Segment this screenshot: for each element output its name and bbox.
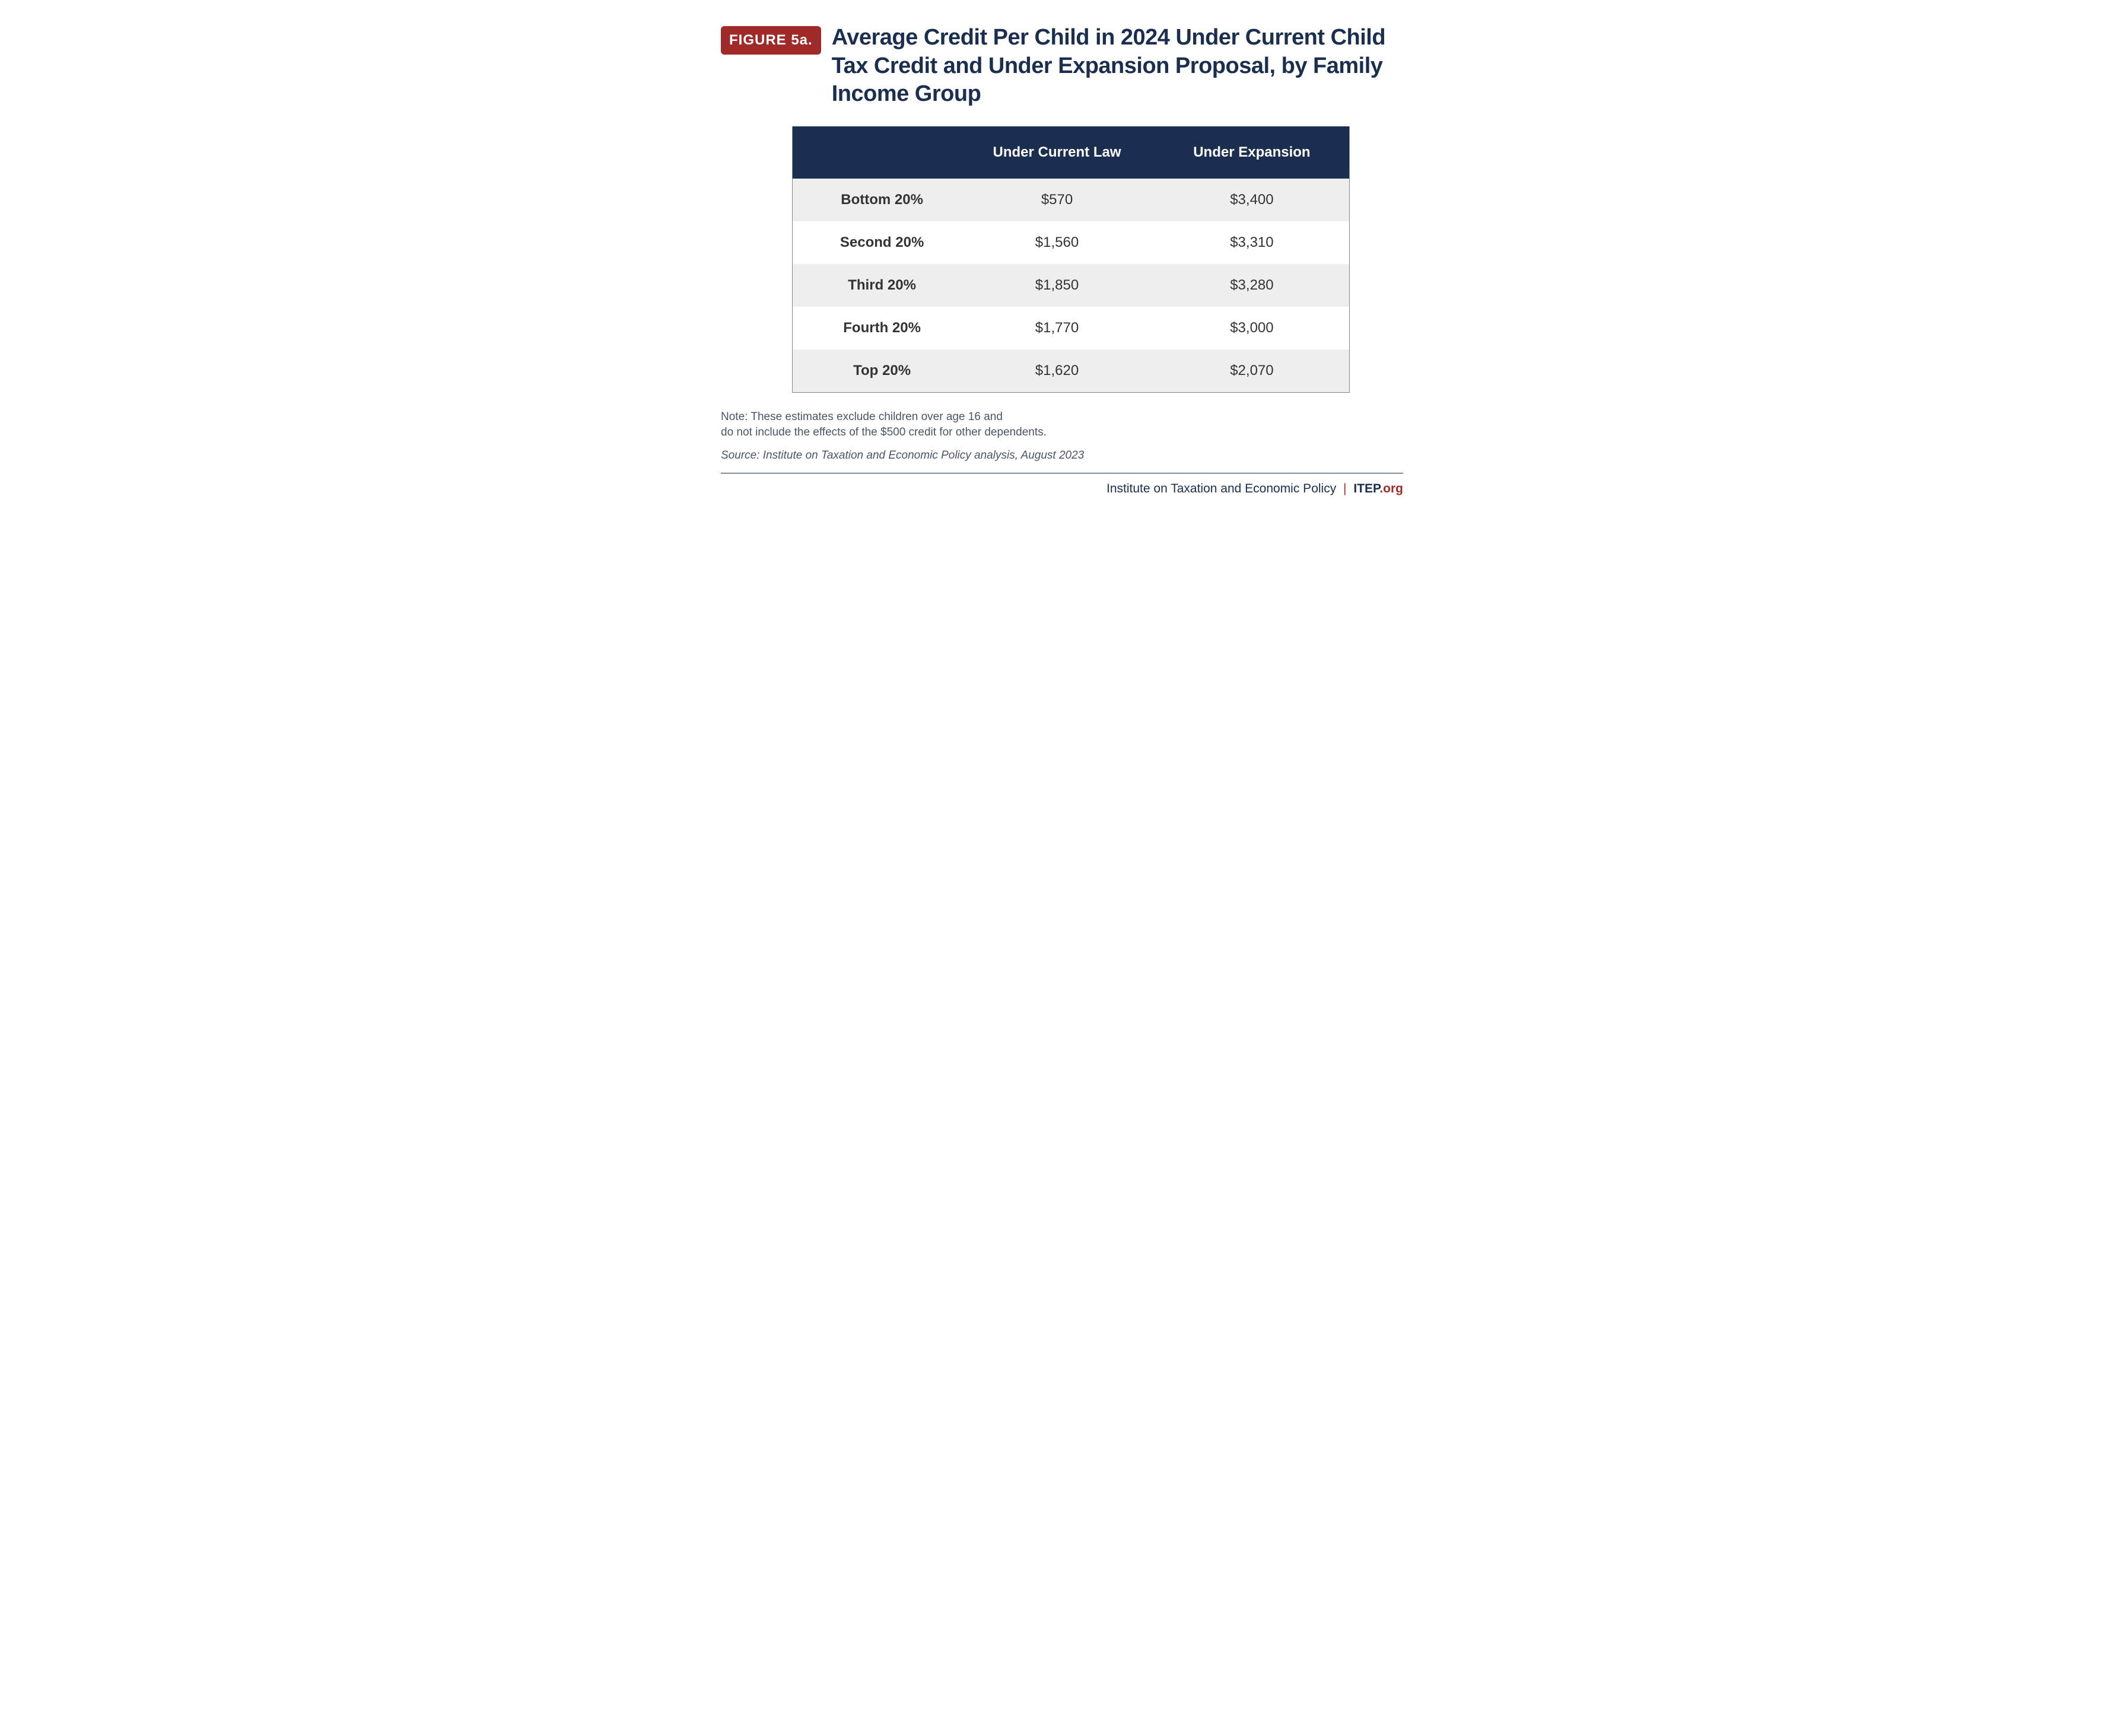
table-row: Second 20% $1,560 $3,310 [793,221,1350,264]
note-line: do not include the effects of the $500 c… [721,426,1047,438]
footer-brand: ITEP [1353,482,1379,495]
col-header-current-law: Under Current Law [959,126,1155,179]
source-text: Source: Institute on Taxation and Econom… [721,449,1403,462]
row-label: Top 20% [793,349,960,393]
cell-current: $570 [959,179,1155,221]
row-label: Third 20% [793,264,960,307]
cell-current: $1,620 [959,349,1155,393]
note-text: Note: These estimates exclude children o… [721,409,1403,441]
data-table: Under Current Law Under Expansion Bottom… [792,126,1350,393]
footer-credit: Institute on Taxation and Economic Polic… [721,482,1403,496]
figure-title: Average Credit Per Child in 2024 Under C… [832,24,1403,109]
row-label: Bottom 20% [793,179,960,221]
cell-expansion: $3,400 [1155,179,1350,221]
cell-current: $1,770 [959,307,1155,349]
cell-expansion: $2,070 [1155,349,1350,393]
table-row: Third 20% $1,850 $3,280 [793,264,1350,307]
table-row: Bottom 20% $570 $3,400 [793,179,1350,221]
footer-org: Institute on Taxation and Economic Polic… [1106,482,1336,495]
col-header-empty [793,126,960,179]
table-header-row: Under Current Law Under Expansion [793,126,1350,179]
figure-container: FIGURE 5a. Average Credit Per Child in 2… [721,24,1403,496]
figure-badge: FIGURE 5a. [721,26,821,55]
footer-divider: | [1343,482,1346,495]
cell-expansion: $3,000 [1155,307,1350,349]
table-row: Top 20% $1,620 $2,070 [793,349,1350,393]
table-wrap: Under Current Law Under Expansion Bottom… [721,126,1403,393]
cell-current: $1,560 [959,221,1155,264]
note-line: Note: These estimates exclude children o… [721,411,1003,423]
cell-current: $1,850 [959,264,1155,307]
footer-brand-suffix: .org [1379,482,1403,495]
col-header-expansion: Under Expansion [1155,126,1350,179]
row-label: Fourth 20% [793,307,960,349]
cell-expansion: $3,310 [1155,221,1350,264]
row-label: Second 20% [793,221,960,264]
header-row: FIGURE 5a. Average Credit Per Child in 2… [721,24,1403,109]
table-row: Fourth 20% $1,770 $3,000 [793,307,1350,349]
cell-expansion: $3,280 [1155,264,1350,307]
